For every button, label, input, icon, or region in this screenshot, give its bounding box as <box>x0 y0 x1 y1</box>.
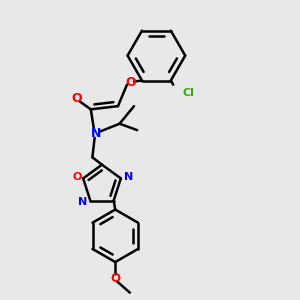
Text: O: O <box>125 76 136 88</box>
Text: N: N <box>90 127 101 140</box>
Text: Cl: Cl <box>183 88 195 98</box>
Text: N: N <box>124 172 134 182</box>
Text: N: N <box>78 197 87 207</box>
Text: O: O <box>71 92 82 105</box>
Text: O: O <box>72 172 81 182</box>
Text: O: O <box>110 272 120 285</box>
